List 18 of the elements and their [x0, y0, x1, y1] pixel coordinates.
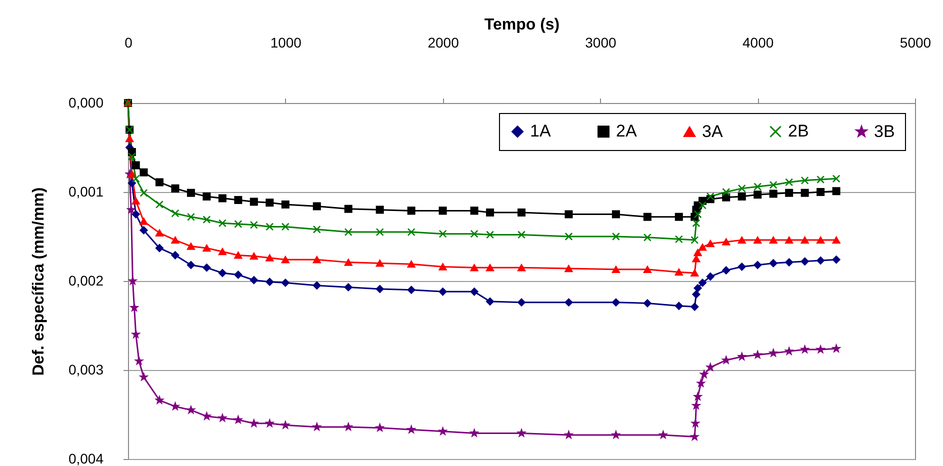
legend-label: 3B — [874, 122, 895, 141]
y-tick-label: 0,002 — [68, 272, 104, 288]
x-tick-label: 5000 — [900, 34, 932, 50]
legend-label: 3A — [702, 122, 724, 141]
x-tick-label: 1000 — [270, 34, 302, 50]
x-tick-label: 4000 — [742, 34, 774, 50]
y-tick-label: 0,004 — [68, 450, 104, 466]
legend-label: 2A — [616, 122, 638, 141]
y-tick-label: 0,003 — [68, 362, 104, 378]
y-tick-label: 0,001 — [68, 184, 104, 200]
x-tick-label: 2000 — [428, 34, 460, 50]
x-tick-label: 3000 — [585, 34, 616, 50]
x-tick-label: 0 — [124, 34, 133, 50]
legend-label: 1A — [530, 122, 552, 141]
y-axis-title: Def. específica (mm/mm) — [30, 187, 48, 376]
legend-label: 2B — [788, 122, 809, 141]
y-tick-label: 0,000 — [68, 94, 104, 110]
x-axis-title: Tempo (s) — [484, 16, 560, 34]
